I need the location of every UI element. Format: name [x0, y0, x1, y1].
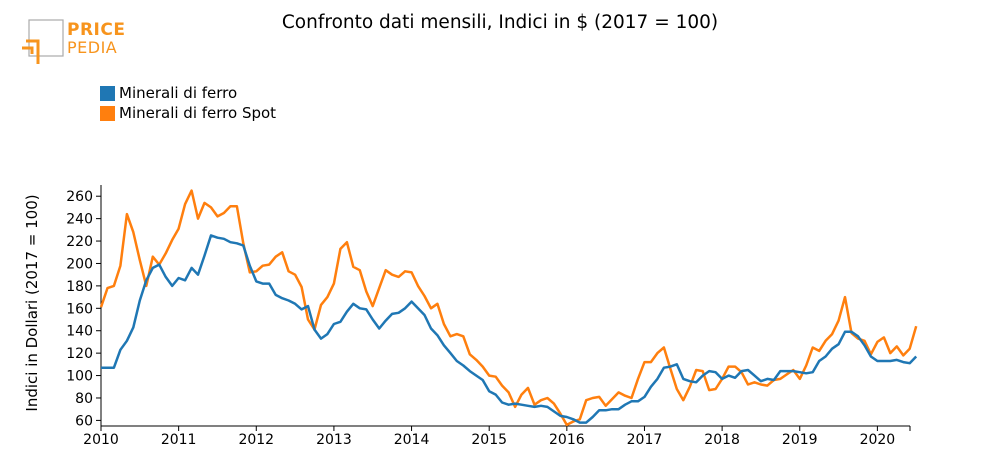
axes: 60 80 100 120 140 160 180 200 220 240 260 2010 2011 2… — [66, 185, 911, 448]
y-axis-label: Indici in Dollari (2017 = 100) — [23, 194, 41, 411]
x-tick-label: 2018 — [704, 432, 740, 448]
series-layer — [99, 189, 918, 427]
legend-label: Minerali di ferro — [119, 84, 238, 102]
y-tick-label: 200 — [66, 256, 93, 272]
x-tick-label: 2011 — [161, 432, 197, 448]
x-tick-label: 2014 — [394, 432, 430, 448]
y-tick-label: 140 — [66, 324, 93, 340]
x-tick-label: 2012 — [238, 432, 274, 448]
chart-title: Confronto dati mensili, Indici in $ (201… — [281, 12, 719, 33]
series-line-minerali-di-ferro — [101, 234, 918, 424]
legend-label: Minerali di ferro Spot — [119, 104, 277, 122]
y-tick-label: 240 — [66, 212, 93, 228]
y-tick-label: 260 — [66, 189, 93, 205]
legend-swatch-blue — [100, 85, 115, 101]
y-tick-label: 60 — [75, 413, 93, 429]
legend-item-minerali-di-ferro-spot: Minerali di ferro Spot — [100, 104, 276, 122]
series-line-minerali-di-ferro-spot — [99, 189, 918, 427]
logo-text-pedia: PEDIA — [67, 38, 118, 57]
x-tick-label: 2013 — [316, 432, 352, 448]
legend-swatch-orange — [100, 105, 115, 121]
legend-item-minerali-di-ferro: Minerali di ferro — [100, 84, 237, 102]
y-tick-label: 160 — [66, 301, 93, 317]
logo-text-price: PRICE — [67, 20, 126, 40]
y-tick-label: 80 — [75, 391, 93, 407]
x-tick-label: 2020 — [860, 432, 896, 448]
x-tick-label: 2016 — [549, 432, 585, 448]
y-tick-label: 100 — [66, 369, 93, 385]
y-tick-label: 180 — [66, 279, 93, 295]
x-tick-label: 2015 — [471, 432, 507, 448]
pricepedia-logo — [22, 19, 64, 64]
y-tick-label: 120 — [66, 346, 93, 362]
x-tick-label: 2019 — [782, 432, 818, 448]
x-tick-label: 2010 — [83, 432, 119, 448]
x-tick-label: 2017 — [627, 432, 663, 448]
y-tick-label: 220 — [66, 234, 93, 250]
